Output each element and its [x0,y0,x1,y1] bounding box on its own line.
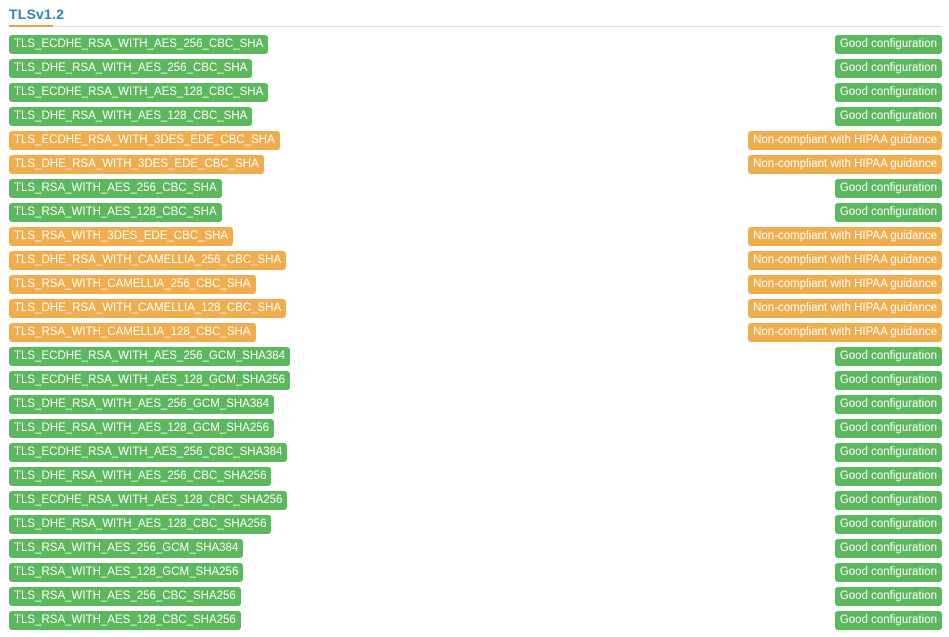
cipher-row: TLS_RSA_WITH_3DES_EDE_CBC_SHA Non-complia… [9,227,942,251]
cipher-status-badge: Good configuration [834,587,942,606]
cipher-name-badge: TLS_ECDHE_RSA_WITH_AES_128_CBC_SHA256 [9,491,288,510]
cipher-row: TLS_DHE_RSA_WITH_AES_128_GCM_SHA256 Good … [9,419,942,443]
cipher-name-badge: TLS_RSA_WITH_3DES_EDE_CBC_SHA [9,227,234,246]
cipher-name-badge: TLS_RSA_WITH_AES_128_GCM_SHA256 [9,563,244,582]
cipher-status-badge: Non-compliant with HIPAA guidance [748,251,942,270]
cipher-row: TLS_RSA_WITH_AES_256_CBC_SHA256 Good conf… [9,587,942,611]
cipher-status-badge: Good configuration [834,59,942,78]
cipher-row: TLS_RSA_WITH_CAMELLIA_256_CBC_SHA Non-com… [9,275,942,299]
cipher-name-badge: TLS_DHE_RSA_WITH_3DES_EDE_CBC_SHA [9,155,264,174]
cipher-name-badge: TLS_DHE_RSA_WITH_AES_128_GCM_SHA256 [9,419,275,438]
cipher-row: TLS_DHE_RSA_WITH_AES_256_CBC_SHA Good con… [9,59,942,83]
cipher-row: TLS_DHE_RSA_WITH_CAMELLIA_256_CBC_SHA Non… [9,251,942,275]
cipher-row: TLS_DHE_RSA_WITH_AES_128_CBC_SHA256 Good … [9,515,942,539]
cipher-status-badge: Good configuration [834,539,942,558]
cipher-list: TLS_ECDHE_RSA_WITH_AES_256_CBC_SHA Good c… [9,35,942,635]
cipher-name-badge: TLS_DHE_RSA_WITH_AES_256_CBC_SHA [9,59,253,78]
cipher-name-badge: TLS_ECDHE_RSA_WITH_3DES_EDE_CBC_SHA [9,131,280,150]
cipher-row: TLS_RSA_WITH_AES_128_CBC_SHA256 Good conf… [9,611,942,635]
cipher-status-badge: Good configuration [834,203,942,222]
cipher-row: TLS_ECDHE_RSA_WITH_3DES_EDE_CBC_SHA Non-c… [9,131,942,155]
cipher-row: TLS_DHE_RSA_WITH_AES_256_GCM_SHA384 Good … [9,395,942,419]
cipher-status-badge: Good configuration [834,179,942,198]
title-divider [9,26,942,27]
cipher-status-badge: Good configuration [834,83,942,102]
cipher-name-badge: TLS_ECDHE_RSA_WITH_AES_256_CBC_SHA [9,35,269,54]
cipher-status-badge: Good configuration [834,515,942,534]
cipher-status-badge: Good configuration [834,371,942,390]
cipher-status-badge: Good configuration [834,563,942,582]
cipher-name-badge: TLS_RSA_WITH_AES_128_CBC_SHA256 [9,611,241,630]
cipher-row: TLS_ECDHE_RSA_WITH_AES_256_CBC_SHA Good c… [9,35,942,59]
cipher-status-badge: Good configuration [834,35,942,54]
cipher-name-badge: TLS_ECDHE_RSA_WITH_AES_256_CBC_SHA384 [9,443,288,462]
cipher-status-badge: Good configuration [834,611,942,630]
cipher-status-badge: Good configuration [834,107,942,126]
cipher-status-badge: Good configuration [834,491,942,510]
cipher-status-badge: Non-compliant with HIPAA guidance [748,299,942,318]
cipher-status-badge: Non-compliant with HIPAA guidance [748,275,942,294]
cipher-status-badge: Good configuration [834,347,942,366]
cipher-row: TLS_DHE_RSA_WITH_AES_256_CBC_SHA256 Good … [9,467,942,491]
cipher-row: TLS_DHE_RSA_WITH_3DES_EDE_CBC_SHA Non-com… [9,155,942,179]
cipher-row: TLS_ECDHE_RSA_WITH_AES_128_CBC_SHA256 Goo… [9,491,942,515]
cipher-row: TLS_RSA_WITH_AES_256_CBC_SHA Good configu… [9,179,942,203]
cipher-row: TLS_ECDHE_RSA_WITH_AES_128_GCM_SHA256 Goo… [9,371,942,395]
cipher-row: TLS_ECDHE_RSA_WITH_AES_256_GCM_SHA384 Goo… [9,347,942,371]
cipher-status-badge: Good configuration [834,467,942,486]
cipher-status-badge: Non-compliant with HIPAA guidance [748,131,942,150]
cipher-row: TLS_ECDHE_RSA_WITH_AES_256_CBC_SHA384 Goo… [9,443,942,467]
cipher-status-badge: Good configuration [834,443,942,462]
cipher-status-badge: Good configuration [834,419,942,438]
section-title: TLSv1.2 [9,6,65,22]
cipher-name-badge: TLS_DHE_RSA_WITH_AES_128_CBC_SHA256 [9,515,272,534]
cipher-name-badge: TLS_DHE_RSA_WITH_AES_256_GCM_SHA384 [9,395,275,414]
cipher-row: TLS_DHE_RSA_WITH_CAMELLIA_128_CBC_SHA Non… [9,299,942,323]
cipher-row: TLS_RSA_WITH_AES_128_CBC_SHA Good configu… [9,203,942,227]
cipher-name-badge: TLS_ECDHE_RSA_WITH_AES_256_GCM_SHA384 [9,347,291,366]
cipher-name-badge: TLS_ECDHE_RSA_WITH_AES_128_GCM_SHA256 [9,371,291,390]
cipher-row: TLS_RSA_WITH_AES_128_GCM_SHA256 Good conf… [9,563,942,587]
cipher-status-badge: Non-compliant with HIPAA guidance [748,323,942,342]
cipher-name-badge: TLS_RSA_WITH_CAMELLIA_128_CBC_SHA [9,323,256,342]
cipher-name-badge: TLS_DHE_RSA_WITH_AES_256_CBC_SHA256 [9,467,272,486]
cipher-row: TLS_RSA_WITH_AES_256_GCM_SHA384 Good conf… [9,539,942,563]
cipher-name-badge: TLS_RSA_WITH_AES_256_CBC_SHA [9,179,222,198]
cipher-name-badge: TLS_ECDHE_RSA_WITH_AES_128_CBC_SHA [9,83,269,102]
cipher-name-badge: TLS_RSA_WITH_CAMELLIA_256_CBC_SHA [9,275,256,294]
cipher-status-badge: Non-compliant with HIPAA guidance [748,227,942,246]
cipher-row: TLS_DHE_RSA_WITH_AES_128_CBC_SHA Good con… [9,107,942,131]
cipher-status-badge: Non-compliant with HIPAA guidance [748,155,942,174]
cipher-name-badge: TLS_DHE_RSA_WITH_CAMELLIA_128_CBC_SHA [9,299,287,318]
cipher-name-badge: TLS_DHE_RSA_WITH_CAMELLIA_256_CBC_SHA [9,251,287,270]
cipher-row: TLS_ECDHE_RSA_WITH_AES_128_CBC_SHA Good c… [9,83,942,107]
cipher-name-badge: TLS_RSA_WITH_AES_128_CBC_SHA [9,203,222,222]
title-accent-underline [9,25,53,27]
cipher-name-badge: TLS_DHE_RSA_WITH_AES_128_CBC_SHA [9,107,253,126]
cipher-status-badge: Good configuration [834,395,942,414]
cipher-row: TLS_RSA_WITH_CAMELLIA_128_CBC_SHA Non-com… [9,323,942,347]
cipher-name-badge: TLS_RSA_WITH_AES_256_GCM_SHA384 [9,539,244,558]
cipher-name-badge: TLS_RSA_WITH_AES_256_CBC_SHA256 [9,587,241,606]
